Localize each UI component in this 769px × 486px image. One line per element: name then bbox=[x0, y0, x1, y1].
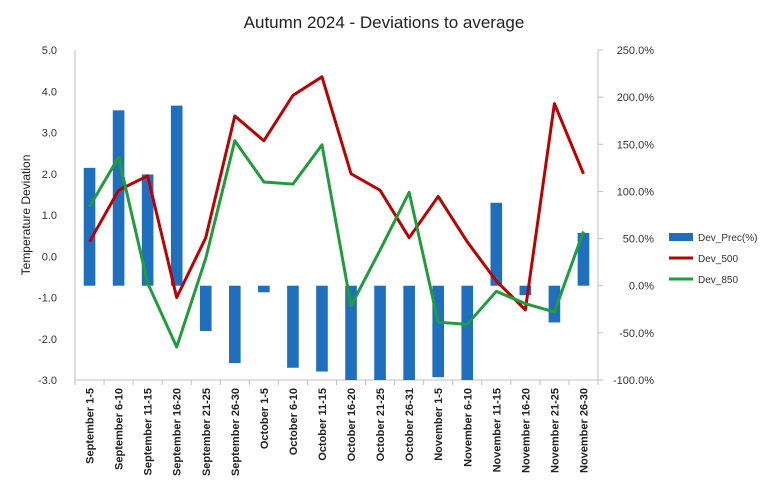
y-tick-left: -2.0 bbox=[38, 334, 57, 346]
legend-swatch-bar bbox=[669, 233, 693, 241]
y-tick-right: 200.0% bbox=[617, 92, 655, 104]
x-tick-label: September 1-5 bbox=[85, 388, 97, 464]
line-dev-500 bbox=[88, 75, 585, 312]
x-tick-label: October 6-10 bbox=[288, 388, 300, 455]
x-tick-label: October 16-20 bbox=[346, 388, 358, 461]
y-tick-left: 3.0 bbox=[42, 128, 57, 140]
x-tick-label: October 11-15 bbox=[317, 388, 329, 461]
y-tick-left: -1.0 bbox=[38, 293, 57, 305]
x-tick-label: October 1-5 bbox=[259, 388, 271, 449]
y-tick-left: 4.0 bbox=[42, 86, 57, 98]
y-tick-right: 250.0% bbox=[617, 45, 655, 57]
y-tick-left: 1.0 bbox=[42, 210, 57, 222]
plot-area: 5.0 4.0 3.0 2.0 1.0 0.0 -1.0 -2.0 -3.0 250.0% 200.… bbox=[38, 45, 654, 476]
bar-dev-prec bbox=[258, 285, 270, 293]
y-axis-label: Temperature Deviation bbox=[19, 155, 33, 276]
x-tick-label: September 26-30 bbox=[230, 388, 242, 476]
bar-dev-prec bbox=[199, 285, 212, 331]
legend-label: Dev_500 bbox=[698, 254, 738, 265]
x-tick-label: September 21-25 bbox=[201, 388, 213, 476]
y-tick-right: 50.0% bbox=[623, 234, 654, 246]
bar-dev-prec bbox=[83, 167, 96, 286]
legend: Dev_Prec(%) Dev_500 Dev_850 bbox=[669, 233, 757, 286]
x-tick-label: October 26-31 bbox=[404, 388, 416, 461]
line-dev-850 bbox=[88, 139, 585, 349]
y-tick-right: -100.0% bbox=[613, 375, 654, 387]
bar-dev-prec bbox=[548, 285, 561, 323]
bar-dev-prec bbox=[141, 174, 154, 286]
bar-dev-prec bbox=[228, 285, 241, 364]
y-tick-right: 0.0% bbox=[629, 281, 654, 293]
y-tick-right: 100.0% bbox=[617, 186, 655, 198]
x-tick-label: September 11-15 bbox=[143, 388, 155, 475]
bar-dev-prec bbox=[287, 285, 299, 368]
x-tick-label: November 11-15 bbox=[491, 388, 503, 472]
y-tick-left: 2.0 bbox=[42, 169, 57, 181]
x-tick-label: September 6-10 bbox=[114, 388, 126, 470]
bar-dev-prec bbox=[170, 105, 183, 286]
bar-dev-prec bbox=[461, 285, 474, 380]
y-tick-right: 150.0% bbox=[617, 139, 655, 151]
bar-dev-prec bbox=[112, 110, 125, 286]
bar-dev-prec bbox=[577, 232, 590, 286]
bar-dev-prec bbox=[374, 285, 386, 380]
x-tick-label: November 16-20 bbox=[520, 388, 532, 473]
x-tick-label: November 21-25 bbox=[549, 388, 561, 473]
x-tick-label: October 21-25 bbox=[375, 388, 387, 461]
y-tick-left: 0.0 bbox=[42, 251, 57, 263]
bar-dev-prec bbox=[316, 285, 328, 372]
y-tick-right: -50.0% bbox=[619, 328, 654, 340]
y-tick-left: 5.0 bbox=[42, 45, 57, 57]
bar-dev-prec bbox=[490, 202, 503, 286]
x-tick-label: November 1-5 bbox=[433, 388, 445, 461]
chart-title: Autumn 2024 - Deviations to average bbox=[244, 13, 525, 32]
bar-dev-prec bbox=[403, 285, 415, 380]
x-tick-label: November 6-10 bbox=[462, 388, 474, 467]
y-tick-left: -3.0 bbox=[38, 375, 57, 387]
legend-label: Dev_850 bbox=[698, 275, 738, 286]
legend-label: Dev_Prec(%) bbox=[698, 233, 757, 244]
bar-dev-prec bbox=[345, 285, 357, 380]
bar-dev-prec bbox=[432, 285, 445, 378]
x-tick-label: November 26-30 bbox=[578, 388, 590, 473]
bar-dev-prec bbox=[519, 285, 532, 296]
x-tick-label: September 16-20 bbox=[172, 388, 184, 476]
